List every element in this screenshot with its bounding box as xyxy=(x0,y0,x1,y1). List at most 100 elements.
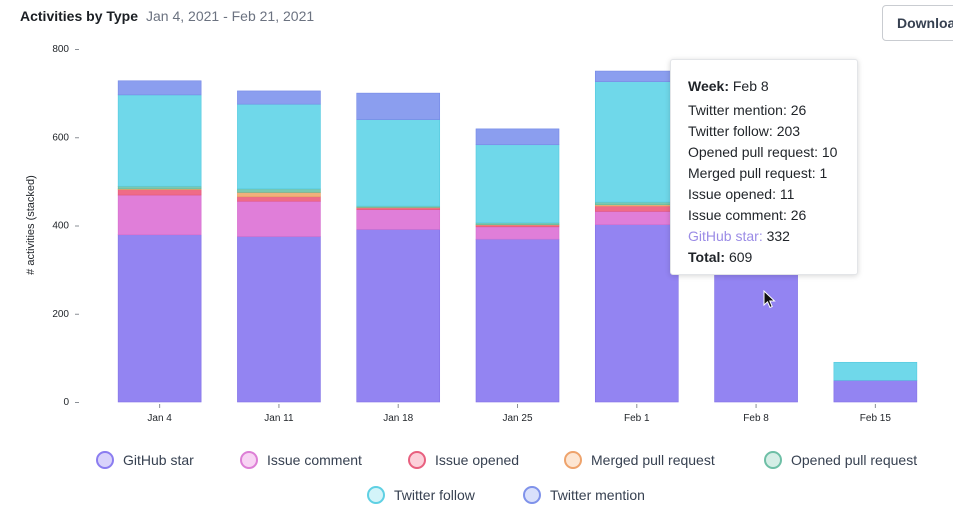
x-tick-label: Jan 4 xyxy=(147,413,172,424)
legend-twitter-follow[interactable]: Twitter follow xyxy=(367,484,475,506)
bar-segment-issue-comment[interactable] xyxy=(475,226,560,240)
bar-segment-merged-pull-request[interactable] xyxy=(237,192,321,198)
bar-segment-opened-pull-request[interactable] xyxy=(594,201,679,206)
tooltip-colon: : xyxy=(758,228,763,244)
bar-segment-issue-comment[interactable] xyxy=(594,211,679,225)
y-axis: 0 200 400 600 800 xyxy=(52,44,79,408)
bar-segment-github-star[interactable] xyxy=(833,380,918,403)
legend-opened-pull-request[interactable]: Opened pull request xyxy=(764,449,917,471)
legend-swatch-twitter-follow xyxy=(367,486,385,504)
bar-segment-github-star[interactable] xyxy=(714,255,798,403)
download-button[interactable]: Download xyxy=(882,5,953,41)
tooltip-value: 332 xyxy=(766,228,790,244)
legend-label: Opened pull request xyxy=(791,452,918,468)
y-tick-label: 800 xyxy=(52,44,69,55)
legend-github-star[interactable]: GitHub star xyxy=(96,449,194,471)
legend-swatch-github-star xyxy=(96,451,114,469)
x-tick-label: Jan 18 xyxy=(383,413,413,424)
y-tick-label: 400 xyxy=(52,221,69,232)
tooltip-row-merged-pull-request: Merged pull request: 1 xyxy=(688,165,828,181)
bar-segment-github-star[interactable] xyxy=(117,234,202,403)
legend-swatch-opened-pull-request xyxy=(764,451,782,469)
y-tick-label: 600 xyxy=(52,132,69,143)
bar-segment-twitter-follow[interactable] xyxy=(237,103,321,190)
tooltip-label: Opened pull request xyxy=(688,144,815,160)
tooltip-label: Twitter mention xyxy=(688,102,783,118)
mouse-cursor-icon xyxy=(763,290,776,309)
bar-segment-opened-pull-request[interactable] xyxy=(117,185,202,190)
tooltip-value: 26 xyxy=(790,207,807,223)
date-range: Jan 4, 2021 - Feb 21, 2021 xyxy=(146,8,315,24)
x-tick-label: Jan 25 xyxy=(502,413,532,424)
bar-segment-twitter-follow[interactable] xyxy=(833,361,918,381)
bar-segment-twitter-follow[interactable] xyxy=(356,119,441,207)
bar-segment-issue-comment[interactable] xyxy=(356,209,441,230)
tooltip-total: Total: 609 xyxy=(688,247,857,268)
tooltip-value: 203 xyxy=(776,123,801,139)
bar-segment-twitter-mention[interactable] xyxy=(594,70,679,82)
legend-label: Merged pull request xyxy=(591,452,715,468)
tooltip-label: Merged pull request xyxy=(688,165,812,181)
legend-swatch-twitter-mention xyxy=(523,486,541,504)
bar-segment-github-star[interactable] xyxy=(594,224,679,403)
bar-segment-twitter-mention[interactable] xyxy=(237,90,321,105)
bar-segment-twitter-mention[interactable] xyxy=(356,92,441,120)
bar-segment-twitter-follow[interactable] xyxy=(117,94,202,187)
tooltip-total-value: 609 xyxy=(728,249,753,265)
legend-label: Twitter follow xyxy=(394,487,475,503)
bar-segment-github-star[interactable] xyxy=(237,236,321,403)
tooltip-label: Issue opened xyxy=(688,186,773,202)
legend-swatch-merged-pull-request xyxy=(564,451,582,469)
tooltip-week-value: Feb 8 xyxy=(732,78,769,94)
x-tick-label: Feb 8 xyxy=(743,413,769,424)
y-axis-label: # activities (stacked) xyxy=(25,175,37,275)
tooltip-total-label: Total: xyxy=(688,249,726,265)
legend-label: GitHub star xyxy=(123,452,194,468)
bar-segment-twitter-mention[interactable] xyxy=(117,80,202,96)
legend-swatch-issue-comment xyxy=(240,451,258,469)
tooltip-label: Issue comment xyxy=(688,207,783,223)
legend-issue-opened[interactable]: Issue opened xyxy=(408,449,519,471)
bar-segment-twitter-follow[interactable] xyxy=(475,144,560,224)
bar-segment-opened-pull-request[interactable] xyxy=(237,188,321,193)
tooltip-row-twitter-mention: Twitter mention: 26 xyxy=(688,102,807,118)
bar-segment-twitter-follow[interactable] xyxy=(594,81,679,203)
legend-label: Issue comment xyxy=(267,452,362,468)
legend-merged-pull-request[interactable]: Merged pull request xyxy=(564,449,715,471)
legend-swatch-issue-opened xyxy=(408,451,426,469)
tooltip: Week: Feb 8 Twitter mention: 26 Twitter … xyxy=(670,59,858,275)
bar-segment-twitter-mention[interactable] xyxy=(475,128,560,146)
bar-segment-github-star[interactable] xyxy=(356,229,441,403)
tooltip-week-label: Week: xyxy=(688,78,729,94)
y-tick-label: 200 xyxy=(52,309,69,320)
tooltip-row-opened-pull-request: Opened pull request: 10 xyxy=(688,144,838,160)
tooltip-label: GitHub star xyxy=(688,228,759,244)
x-tick-label: Feb 1 xyxy=(624,413,650,424)
tooltip-row-github-star: GitHub star: 332 xyxy=(688,226,857,247)
bar-segment-issue-comment[interactable] xyxy=(117,194,202,236)
legend-label: Issue opened xyxy=(435,452,520,468)
tooltip-row-issue-comment: Issue comment: 26 xyxy=(688,207,807,223)
tooltip-row-issue-opened: Issue opened: 11 xyxy=(688,186,795,202)
tooltip-row-twitter-follow: Twitter follow: 203 xyxy=(688,123,801,139)
bars xyxy=(117,70,918,403)
tooltip-value: 1 xyxy=(819,165,828,181)
tooltip-value: 11 xyxy=(779,186,795,202)
chart-header: Activities by Type Jan 4, 2021 - Feb 21,… xyxy=(20,8,314,26)
bar-segment-issue-opened[interactable] xyxy=(237,196,321,202)
bar-segment-issue-opened[interactable] xyxy=(594,205,679,212)
chart-title: Activities by Type xyxy=(20,8,139,24)
legend-twitter-mention[interactable]: Twitter mention xyxy=(523,484,645,506)
tooltip-value: 10 xyxy=(821,144,838,160)
bar-segment-issue-opened[interactable] xyxy=(117,189,202,196)
legend-label: Twitter mention xyxy=(550,487,645,503)
bar-segment-github-star[interactable] xyxy=(475,238,560,403)
tooltip-week: Week: Feb 8 xyxy=(688,76,857,97)
bar-segment-issue-comment[interactable] xyxy=(237,200,321,237)
x-axis: Jan 4 Jan 11 Jan 18 Jan 25 Feb 1 Feb 8 Feb 15 xyxy=(147,404,891,424)
legend-issue-comment[interactable]: Issue comment xyxy=(240,449,362,471)
x-tick-label: Feb 15 xyxy=(860,413,892,424)
x-tick-label: Jan 11 xyxy=(264,413,294,424)
tooltip-label: Twitter follow xyxy=(688,123,769,139)
